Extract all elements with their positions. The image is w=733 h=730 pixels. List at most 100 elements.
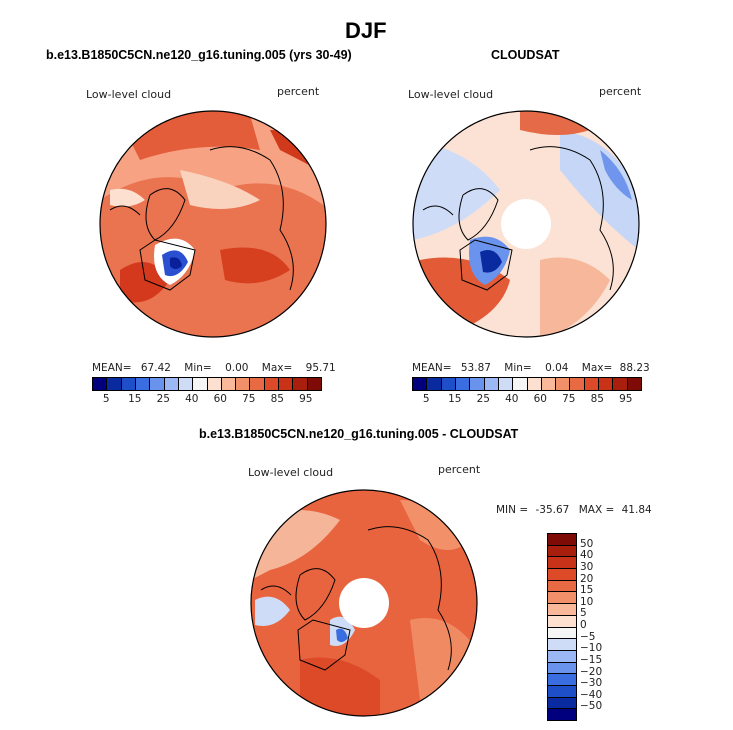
panel-model-min-value: 0.00 <box>225 362 249 374</box>
panel-obs-max-value: 88.23 <box>619 362 650 374</box>
panel-diff-colorbar-swatch-11 <box>548 662 576 675</box>
panel-diff-colorbar-tick-label: 0 <box>580 619 587 631</box>
panel-model-colorbar-swatch-14 <box>293 378 308 390</box>
panel-obs-subtitle: CLOUDSAT <box>491 48 560 62</box>
panel-obs-colorbar-swatch-14 <box>613 378 628 390</box>
panel-diff-colorbar-tick-label: 10 <box>580 595 594 608</box>
panel-diff-colorbar-swatch-4 <box>548 580 576 593</box>
panel-obs-colorbar-swatch-0 <box>413 378 428 390</box>
panel-model-colorbar-swatch-4 <box>150 378 165 390</box>
panel-obs-colorbar-swatch-11 <box>570 378 585 390</box>
panel-diff-max-label: MAX = <box>578 504 615 516</box>
panel-diff-colorbar-swatch-7 <box>548 615 576 628</box>
panel-model-colorbar-tick-label: 85 <box>270 393 284 405</box>
panel-diff-colorbar-tick-label: 50 <box>580 537 594 550</box>
figure-title: DJF <box>345 18 387 43</box>
panel-model-stats: MEAN= 67.42 Min= 0.00 Max= 95.71 <box>92 362 336 374</box>
panel-model-colorbar-swatch-11 <box>250 378 265 390</box>
panel-obs-units: percent <box>599 85 642 98</box>
panel-model-colorbar-swatch-3 <box>135 378 151 390</box>
panel-model-colorbar-swatch-8 <box>207 378 222 390</box>
panel-obs-colorbar-tick-label: 95 <box>619 393 633 405</box>
panel-obs-colorbar-tick-label: 15 <box>448 393 462 405</box>
panel-obs-colorbar-ticks: 5 15 25 40 60 75 85 95 <box>412 393 640 407</box>
panel-diff-variable: Low-level cloud <box>248 466 334 479</box>
panel-obs-min-value: 0.04 <box>545 362 569 374</box>
panel-diff-colorbar-tick-label: 15 <box>580 584 594 597</box>
panel-model-colorbar-swatch-9 <box>221 378 237 390</box>
panel-diff-min-label: MIN = <box>496 504 529 516</box>
panel-obs-colorbar-swatch-13 <box>599 378 614 390</box>
panel-diff-colorbar-swatch-0 <box>548 534 576 546</box>
panel-diff-colorbar-swatch-10 <box>548 650 576 663</box>
panel-diff-colorbar-tick-label: 30 <box>580 560 594 573</box>
panel-model-colorbar-tick-label: 95 <box>299 393 313 405</box>
panel-diff-colorbar-swatch-14 <box>548 697 576 710</box>
panel-diff-colorbar-tick-label: −50 <box>580 700 603 713</box>
panel-model-min-label: Min= <box>184 362 212 374</box>
panel-diff-colorbar-swatch-2 <box>548 557 576 570</box>
panel-model-colorbar-swatch-1 <box>107 378 122 390</box>
panel-model-max-label: Max= <box>261 362 293 374</box>
panel-diff-colorbar-tick-label: −20 <box>580 665 603 678</box>
panel-obs-colorbar-swatch-12 <box>584 378 600 390</box>
panel-diff-units: percent <box>438 463 481 476</box>
panel-diff-colorbar-swatch-9 <box>548 639 576 651</box>
panel-model-variable: Low-level cloud <box>86 88 172 101</box>
panel-diff-colorbar-tick-label: −40 <box>580 688 603 701</box>
panel-model-subtitle: b.e13.B1850C5CN.ne120_g16.tuning.005 (yr… <box>46 48 352 62</box>
panel-model-colorbar-tick-label: 60 <box>213 393 227 405</box>
panel-model-colorbar-tick-label: 75 <box>242 393 256 405</box>
panel-model-colorbar-tick-label: 15 <box>128 393 142 405</box>
panel-obs-stats: MEAN= 53.87 Min= 0.04 Max= 88.23 <box>412 362 650 374</box>
panel-obs-max-label: Max= <box>581 362 613 374</box>
panel-obs-min-label: Min= <box>504 362 532 374</box>
panel-model-mean-value: 67.42 <box>140 362 171 374</box>
panel-model-colorbar-tick-label: 5 <box>102 393 110 405</box>
panel-model-colorbar-swatch-10 <box>236 378 251 390</box>
panel-model-colorbar-tick-label: 25 <box>156 393 170 405</box>
panel-diff-colorbar-tick-label: 5 <box>580 607 587 620</box>
panel-model-max-value: 95.71 <box>305 362 336 374</box>
panel-obs-colorbar-swatch-3 <box>455 378 471 390</box>
panel-diff-colorbar-tick-label: −10 <box>580 642 603 655</box>
panel-model-colorbar-swatch-15 <box>307 378 321 390</box>
panel-diff-stats: MIN = -35.67 MAX = 41.84 <box>496 504 652 516</box>
panel-diff-colorbar-swatch-5 <box>548 592 576 605</box>
panel-obs-colorbar-swatch-6 <box>498 378 514 390</box>
panel-diff-colorbar-tick-label: −15 <box>580 653 603 666</box>
panel-model-mean-label: MEAN= <box>92 362 132 374</box>
panel-model-colorbar-swatch-6 <box>178 378 194 390</box>
panel-model-colorbar <box>92 377 322 391</box>
panel-obs-colorbar <box>412 377 642 391</box>
panel-obs-colorbar-swatch-5 <box>484 378 499 390</box>
panel-model-colorbar-swatch-12 <box>264 378 280 390</box>
panel-diff-colorbar-swatch-1 <box>548 545 576 558</box>
panel-model-colorbar-swatch-2 <box>121 378 136 390</box>
panel-obs-colorbar-swatch-15 <box>627 378 641 390</box>
panel-obs-colorbar-swatch-1 <box>427 378 442 390</box>
panel-model-colorbar-swatch-0 <box>93 378 108 390</box>
panel-obs-colorbar-tick-label: 25 <box>476 393 490 405</box>
panel-obs-colorbar-swatch-4 <box>470 378 485 390</box>
panel-obs-colorbar-swatch-2 <box>441 378 456 390</box>
panel-diff-max-value: 41.84 <box>621 504 652 516</box>
panel-diff-colorbar-tick-label: 20 <box>580 572 594 585</box>
panel-model-colorbar-swatch-5 <box>164 378 179 390</box>
panel-diff-colorbar-swatch-3 <box>548 569 576 581</box>
panel-obs-colorbar-swatch-7 <box>513 378 528 390</box>
panel-model-colorbar-swatch-7 <box>193 378 208 390</box>
panel-obs-colorbar-tick-label: 5 <box>422 393 430 405</box>
panel-obs-colorbar-swatch-8 <box>527 378 542 390</box>
panel-diff-colorbar-swatch-13 <box>548 685 576 698</box>
panel-diff-colorbar-tick-label: −30 <box>580 677 603 690</box>
panel-diff-colorbar-swatch-6 <box>548 604 576 616</box>
panel-model-colorbar-ticks: 5 15 25 40 60 75 85 95 <box>92 393 320 407</box>
panel-obs-colorbar-tick-label: 40 <box>505 393 519 405</box>
panel-obs-colorbar-tick-label: 60 <box>533 393 547 405</box>
panel-diff-colorbar <box>547 533 577 721</box>
panel-obs-mean-label: MEAN= <box>412 362 452 374</box>
